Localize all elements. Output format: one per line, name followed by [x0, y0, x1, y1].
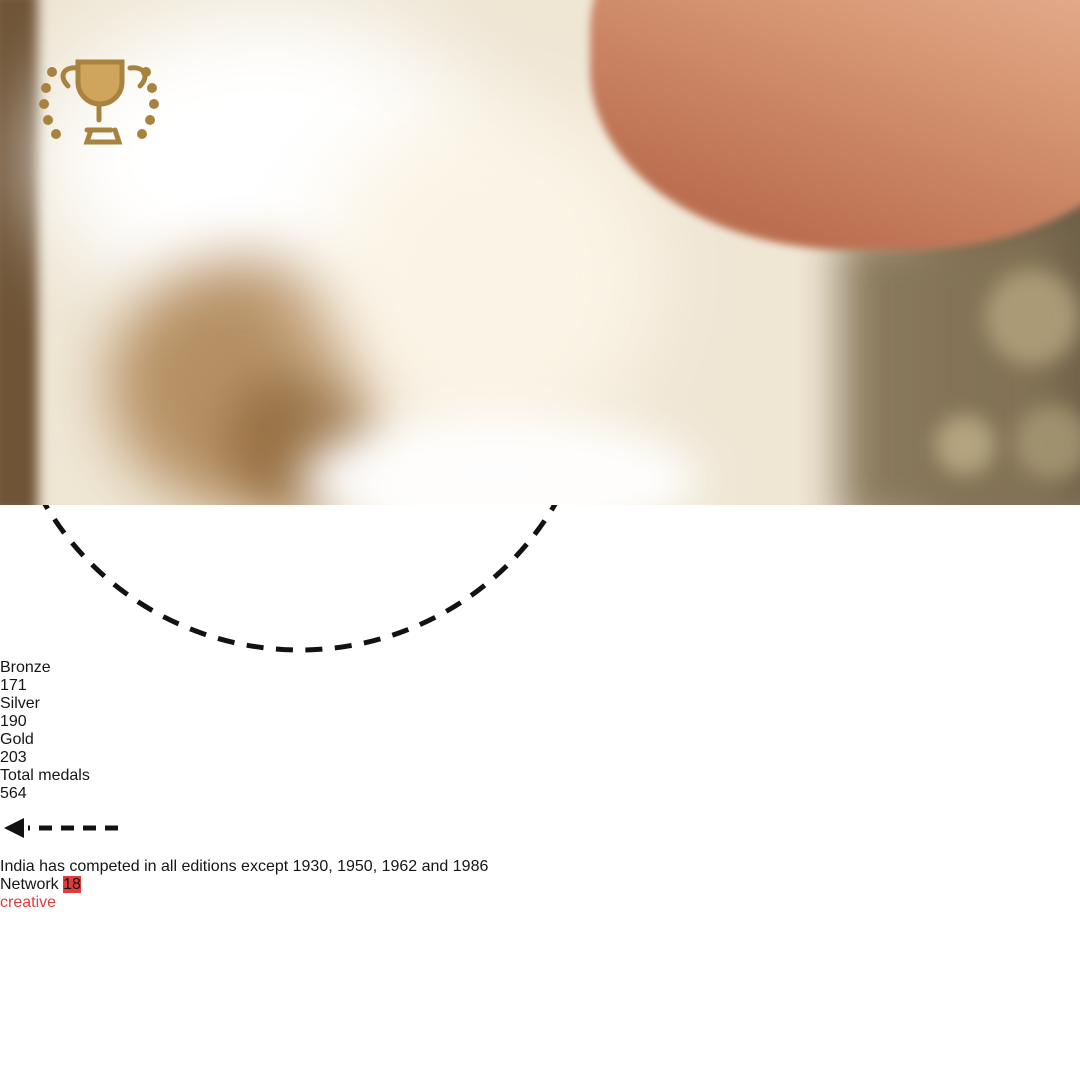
- network18-logo: Network 18 creative: [0, 876, 1080, 912]
- pie-label-silver: Silver 190: [0, 695, 1080, 731]
- dashed-arrow-icon: [4, 818, 118, 838]
- photo-highlight: [320, 100, 660, 450]
- hand-finger: [595, 80, 875, 240]
- slice-value: 171: [0, 677, 27, 694]
- photo-left-shadow: [0, 0, 38, 505]
- pie-label-bronze: Bronze 171: [0, 659, 1080, 695]
- total-medals-value: 564: [0, 785, 27, 802]
- total-medals-callout: Total medals 564: [0, 767, 1080, 803]
- slice-value: 203: [0, 749, 27, 766]
- photo-bokeh-light: [985, 270, 1080, 365]
- slice-label: Gold: [0, 731, 34, 748]
- logo-creative: creative: [0, 894, 57, 911]
- photo-banner: [0, 0, 1080, 505]
- slice-value: 190: [0, 713, 27, 730]
- side-note: India has competed in all editions excep…: [0, 858, 489, 875]
- logo-18-box: 18: [63, 876, 81, 893]
- slice-label: Silver: [0, 695, 41, 712]
- slice-label: Bronze: [0, 659, 51, 676]
- photo-gold-medal: [0, 0, 198, 203]
- photo-bokeh-light: [1015, 405, 1080, 480]
- logo-network-text: Network: [0, 876, 59, 893]
- trophy-engraving-icon: [39, 59, 159, 145]
- photo-bokeh-light: [935, 415, 995, 475]
- total-medals-label: Total medals: [0, 767, 90, 784]
- pie-label-gold: Gold 203: [0, 731, 1080, 767]
